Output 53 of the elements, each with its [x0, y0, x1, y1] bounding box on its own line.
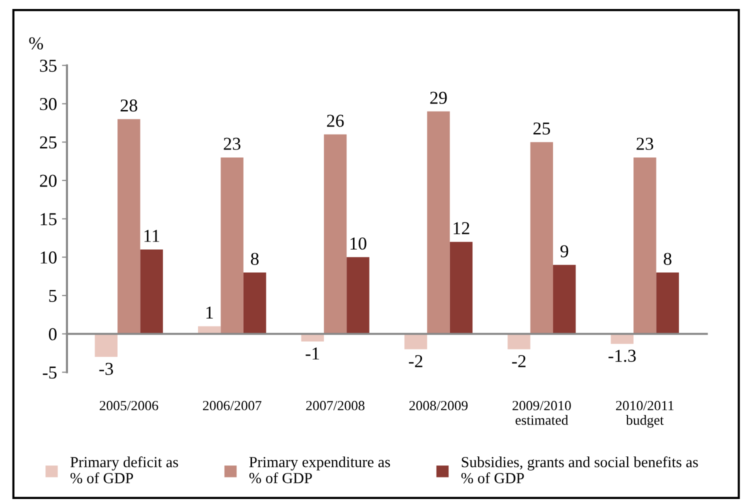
- data-label: 26: [327, 114, 344, 127]
- bar: [346, 257, 370, 334]
- data-label: -3: [99, 362, 113, 375]
- bar: [530, 142, 554, 334]
- data-label: 11: [144, 230, 160, 242]
- data-label: 8: [664, 252, 672, 265]
- x-tick-label: 2007/2008: [306, 400, 364, 410]
- bar: [508, 334, 530, 350]
- x-tick-label: 2010/2011 budget: [616, 400, 674, 428]
- legend-label: Primary expenditure as % of GDP: [249, 456, 390, 484]
- data-label: -2: [408, 355, 422, 368]
- data-label: -2: [512, 355, 526, 368]
- y-axis-title: %: [29, 37, 43, 50]
- legend-label: Subsidies, grants and social benefits as % of GDP: [461, 456, 698, 484]
- bar: [118, 119, 140, 334]
- bar: [427, 111, 450, 334]
- y-tick-label: 0: [48, 328, 57, 340]
- bar: [450, 242, 473, 334]
- x-tick-label: 2008/2009: [409, 400, 468, 410]
- bar: [324, 134, 347, 334]
- x-tick-label: 2009/2010 estimated: [512, 400, 571, 425]
- data-label: 23: [636, 138, 654, 150]
- bar: [243, 272, 266, 334]
- data-label: 8: [250, 252, 259, 265]
- data-label: 1: [206, 306, 213, 319]
- data-label: 28: [120, 99, 138, 112]
- data-label: 25: [533, 122, 550, 135]
- data-label: 23: [224, 138, 240, 150]
- bar: [634, 157, 656, 334]
- y-tick-label: 5: [49, 290, 57, 302]
- y-tick-label: 20: [40, 174, 57, 187]
- data-label: -1: [306, 348, 320, 360]
- bar: [198, 326, 221, 334]
- y-tick-label: 10: [40, 251, 57, 264]
- data-label: 29: [430, 92, 447, 104]
- data-label: -1.3: [608, 350, 636, 362]
- y-tick-label: 35: [40, 60, 57, 72]
- data-label: 9: [560, 245, 568, 258]
- bar: [553, 264, 576, 334]
- x-tick-label: 2006/2007: [202, 400, 262, 410]
- y-tick-label: 30: [40, 98, 57, 110]
- y-tick-label: -5: [42, 366, 57, 379]
- bar: [140, 249, 163, 334]
- y-tick-label: 25: [40, 136, 57, 149]
- bar: [656, 272, 679, 334]
- bar: [94, 334, 118, 357]
- y-tick-label: 15: [40, 213, 57, 226]
- x-tick-label: 2005/2006: [100, 400, 158, 410]
- bar: [404, 334, 428, 350]
- data-label: 10: [350, 237, 366, 250]
- data-label: 12: [454, 222, 470, 234]
- legend-label: Primary deficit as % of GDP: [70, 456, 178, 484]
- bar: [220, 157, 244, 334]
